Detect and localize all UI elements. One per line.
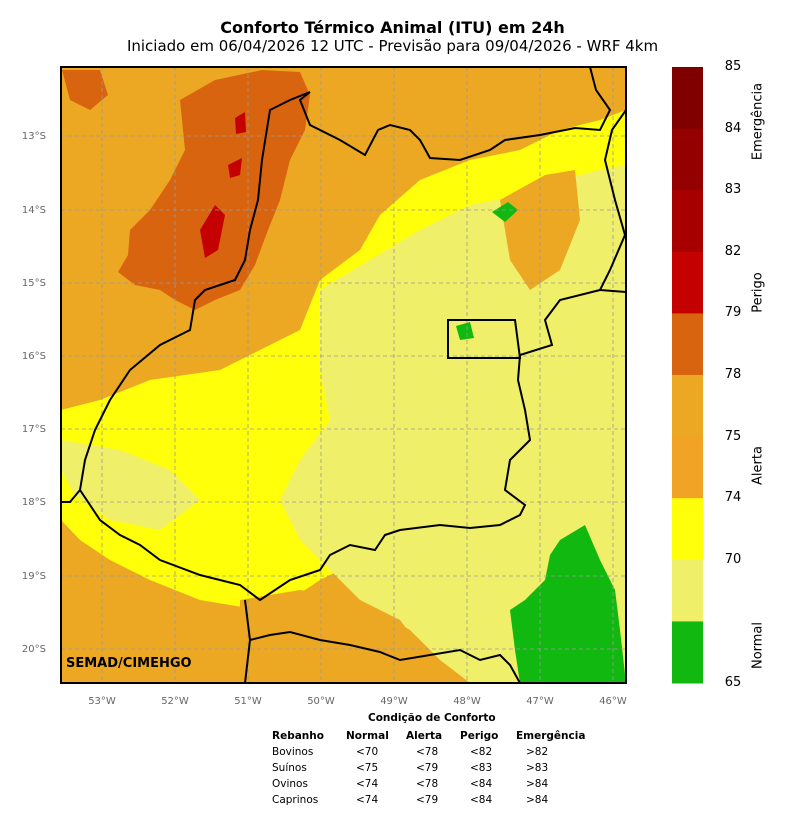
table-cell: >84	[526, 778, 549, 790]
latitude-label: 15°S	[21, 278, 46, 289]
latitude-label: 13°S	[21, 131, 46, 142]
colorbar-tick: 82	[724, 243, 742, 259]
table-cell: <79	[416, 794, 439, 806]
latitude-label: 18°S	[21, 497, 46, 508]
itu-map	[60, 66, 703, 684]
table-cell: <78	[416, 746, 439, 758]
colorbar-group-label: Emergência	[750, 82, 766, 161]
zone-light-yellow	[280, 165, 626, 683]
table-cell: >83	[526, 762, 549, 774]
colorbar-group-label: Alerta	[750, 446, 766, 485]
table-cell: <83	[470, 762, 493, 774]
colorbar-segment	[672, 67, 703, 130]
longitude-label: 50°W	[307, 696, 335, 707]
table-cell: <78	[416, 778, 439, 790]
colorbar-tick: 79	[724, 305, 742, 321]
table-cell: <74	[356, 778, 379, 790]
comfort-table-title: Condição de Conforto	[368, 712, 496, 724]
colorbar-group-label: Perigo	[750, 272, 766, 313]
colorbar-tick: 78	[724, 367, 742, 382]
latitude-label: 19°S	[21, 571, 46, 582]
longitude-label: 51°W	[234, 696, 262, 707]
longitude-label: 47°W	[526, 696, 554, 707]
table-cell: <82	[470, 746, 493, 758]
colorbar-segment	[672, 190, 703, 253]
zone-red-1	[200, 205, 225, 258]
map-subtitle: Iniciado em 06/04/2026 12 UTC - Previsão…	[126, 37, 659, 55]
map-frame	[60, 66, 627, 684]
colorbar-segment	[672, 313, 703, 376]
zone-perigo-nw	[118, 70, 310, 310]
table-header-cell: Alerta	[406, 730, 443, 742]
table-cell: <84	[470, 778, 493, 790]
table-header-cell: Perigo	[460, 730, 499, 742]
longitude-label: 46°W	[599, 696, 627, 707]
map-title: Conforto Térmico Animal (ITU) em 24h	[220, 18, 565, 37]
longitude-label: 49°W	[380, 696, 408, 707]
colorbar-tick: 83	[724, 182, 742, 198]
zone-normal-c	[456, 322, 474, 340]
colorbar-segment	[672, 251, 703, 314]
border-df	[447, 319, 522, 359]
zone-orange-south	[240, 590, 470, 683]
border-goias-east	[598, 109, 626, 293]
colorbar-tick: 70	[724, 551, 742, 567]
table-header-cell: Emergência	[516, 730, 586, 742]
table-cell: <74	[356, 794, 379, 806]
table-cell: >82	[526, 746, 549, 758]
latitude-label: 16°S	[21, 351, 46, 362]
colorbar-segment	[672, 498, 703, 561]
colorbar-tick: 84	[724, 120, 742, 136]
longitude-label: 48°W	[453, 696, 481, 707]
table-cell: <79	[416, 762, 439, 774]
table-cell: Suínos	[272, 762, 307, 774]
table-header-cell: Rebanho	[272, 730, 324, 742]
zone-red-2	[228, 158, 242, 178]
colorbar-segment	[672, 375, 703, 438]
table-cell: Bovinos	[272, 746, 314, 758]
border-south	[244, 599, 521, 683]
zone-normal-se	[510, 525, 626, 683]
colorbar-segment	[672, 559, 703, 622]
table-cell: Caprinos	[272, 794, 319, 806]
zone-light-yellow-w	[61, 440, 200, 530]
colorbar-tick: 75	[724, 428, 742, 444]
border-goias-west	[79, 91, 311, 491]
table-cell: >84	[526, 794, 549, 806]
longitude-label: 53°W	[88, 696, 116, 707]
latitude-label: 17°S	[21, 424, 46, 435]
latitude-label: 14°S	[21, 205, 46, 216]
border-goias-east2	[61, 289, 601, 602]
colorbar-tick: 65	[724, 675, 742, 690]
colorbar-segment	[672, 621, 703, 684]
colorbar-segment	[672, 128, 703, 191]
zone-normal-ne	[492, 202, 518, 222]
colorbar-tick: 85	[724, 59, 742, 74]
longitude-label: 52°W	[161, 696, 189, 707]
colorbar-segment	[672, 436, 703, 499]
table-cell: <70	[356, 746, 379, 758]
colorbar-tick: 74	[724, 490, 742, 506]
table-cell: Ovinos	[272, 778, 308, 790]
zone-red-3	[235, 112, 246, 134]
state-borders	[61, 67, 626, 683]
table-header-cell: Normal	[346, 730, 389, 742]
table-cell: <84	[470, 794, 493, 806]
zone-perigo-nw2	[62, 70, 108, 110]
table-cell: <75	[356, 762, 379, 774]
latitude-label: 20°S	[21, 644, 46, 655]
border-goias-north	[298, 67, 612, 162]
credit-label: SEMAD/CIMEHGO	[66, 656, 192, 671]
gridlines	[61, 67, 626, 683]
colorbar-group-label: Normal	[750, 621, 766, 670]
colorbar	[672, 67, 703, 684]
